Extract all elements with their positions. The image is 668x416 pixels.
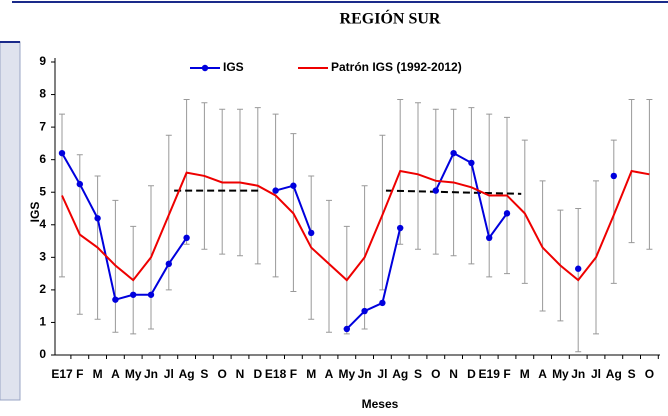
x-tick-label: F [290,367,297,381]
legend-label: IGS [223,60,244,74]
x-tick-label: O [645,367,654,381]
x-tick-label: E18 [265,367,287,381]
reference-line [385,189,522,195]
point [503,210,511,217]
point [361,307,368,315]
x-tick-label: My [338,367,355,381]
x-tick-label: A [111,367,120,381]
x-tick-label: A [325,367,334,381]
x-tick-label: F [503,367,510,381]
error-bar [468,107,475,265]
point [379,299,386,307]
x-tick-label: E17 [51,367,73,381]
chart-title: REGIÓN SUR [340,9,441,28]
x-tick-label: S [628,367,636,381]
series-line [61,169,650,282]
point [290,182,297,189]
series-line [62,153,614,329]
x-tick-label: D [467,367,476,381]
x-axis-label: Meses [362,397,399,411]
y-tick-label: 6 [39,152,46,166]
point [165,260,172,268]
x-tick-label: Jl [164,367,174,381]
x-tick-label: S [414,367,422,381]
point [112,296,119,303]
error-bar [326,199,332,333]
point [343,325,350,333]
y-tick-label: 7 [39,119,46,133]
y-tick-label: 0 [39,347,46,361]
point [450,149,457,157]
x-tick-label: Jl [591,367,601,381]
point [468,159,475,167]
x-tick-label: A [538,367,547,381]
x-tick-label: O [218,367,227,381]
x-tick-label: Ag [606,367,622,381]
x-tick-label: S [200,367,208,381]
x-tick-label: M [306,367,316,381]
x-tick-label: Jn [571,367,585,381]
point [272,187,279,194]
x-tick-label: E19 [479,367,501,381]
legend-label: Patrón IGS (1992-2012) [331,60,462,74]
error-bar [521,139,528,284]
point [486,234,493,241]
x-tick-label: N [449,367,458,381]
x-tick-label: Ag [179,367,195,381]
x-tick-label: Ag [392,367,408,381]
point [130,291,137,298]
y-axis-label: IGS [28,202,42,223]
y-tick-label: 2 [39,282,46,296]
point [58,149,66,157]
error-bar [415,102,421,250]
point [397,224,404,232]
side-panel [0,41,21,401]
x-tick-label: D [253,367,262,381]
x-tick-label: My [125,367,142,381]
x-tick-label: Jn [144,367,158,381]
x-tick-label: Jl [377,367,387,381]
point [308,229,315,237]
y-tick-label: 9 [39,54,46,68]
y-tick-label: 1 [39,315,46,329]
point [76,180,84,188]
y-tick-label: 8 [39,87,46,101]
point [183,234,190,241]
point [575,265,582,272]
point [432,187,439,194]
x-tick-label: F [76,367,83,381]
y-tick-label: 5 [39,184,46,198]
x-tick-label: My [552,367,569,381]
point [610,172,617,180]
y-tick-label: 4 [39,217,46,231]
y-tick-label: 3 [39,250,46,264]
x-tick-label: M [93,367,103,381]
point [94,215,101,222]
x-tick-label: Jn [358,367,372,381]
legend-marker [201,64,209,72]
x-tick-label: N [236,367,245,381]
error-bar [610,139,617,284]
point [147,291,155,298]
x-tick-label: O [431,367,440,381]
x-tick-label: M [520,367,530,381]
